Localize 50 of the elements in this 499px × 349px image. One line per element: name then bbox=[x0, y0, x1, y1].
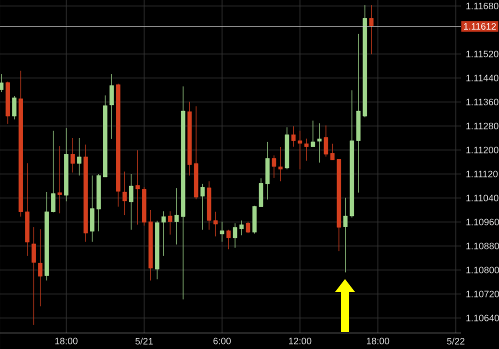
candlestick bbox=[122, 171, 127, 216]
candlestick bbox=[38, 228, 42, 307]
candlestick bbox=[161, 210, 166, 256]
candlestick bbox=[200, 184, 205, 230]
y-tick-label: 1.11200 bbox=[466, 146, 498, 154]
candlestick bbox=[310, 120, 316, 148]
candlestick bbox=[343, 197, 348, 273]
candlestick bbox=[220, 221, 224, 242]
candlestick bbox=[0, 74, 4, 92]
y-tick-label: 1.11680 bbox=[466, 2, 498, 10]
x-tick-label: 18:00 bbox=[366, 338, 390, 344]
y-tick-label: 1.11520 bbox=[466, 50, 498, 58]
x-tick-label: 6:00 bbox=[213, 338, 231, 344]
x-tick-label: 12:00 bbox=[289, 338, 312, 344]
candlestick bbox=[90, 175, 94, 242]
candlestick bbox=[136, 150, 140, 226]
y-tick-label: 1.11120 bbox=[466, 170, 498, 178]
candlestick bbox=[226, 229, 231, 250]
candlestick bbox=[324, 125, 328, 157]
y-tick-label: 1.10640 bbox=[466, 314, 499, 322]
candlestick bbox=[317, 122, 322, 163]
candlestick bbox=[70, 138, 75, 173]
candlestick bbox=[129, 174, 134, 230]
y-tick-label: 1.11040 bbox=[466, 194, 498, 202]
y-tick-label: 1.11360 bbox=[466, 98, 498, 106]
candlestick bbox=[58, 146, 62, 214]
candlestick bbox=[12, 96, 16, 120]
candlestick bbox=[51, 130, 56, 213]
candlestick bbox=[168, 210, 172, 235]
ref-line-label: 1.11612 bbox=[464, 23, 496, 30]
candlestick bbox=[174, 188, 179, 245]
y-tick-label: 1.11440 bbox=[466, 74, 498, 82]
candlestick bbox=[304, 138, 309, 162]
y-tick-label: 1.10720 bbox=[466, 290, 499, 298]
candlestick bbox=[213, 211, 218, 237]
y-tick-label: 1.10880 bbox=[466, 242, 499, 250]
x-tick-label: 5/21 bbox=[135, 338, 153, 345]
candlestick bbox=[246, 221, 250, 234]
candlestick bbox=[32, 226, 36, 326]
x-tick-label: 18:00 bbox=[55, 338, 78, 344]
candlestick bbox=[232, 222, 238, 248]
candlestick bbox=[110, 74, 114, 140]
candlestick bbox=[330, 143, 335, 160]
y-tick-label: 1.10800 bbox=[466, 266, 499, 274]
y-tick-label: 1.10960 bbox=[466, 218, 499, 226]
candlestick bbox=[239, 220, 244, 236]
candlestick bbox=[77, 138, 82, 176]
y-tick-label: 1.11280 bbox=[466, 122, 498, 130]
x-tick-label: 5/22 bbox=[447, 338, 464, 345]
candlestick bbox=[369, 4, 374, 55]
